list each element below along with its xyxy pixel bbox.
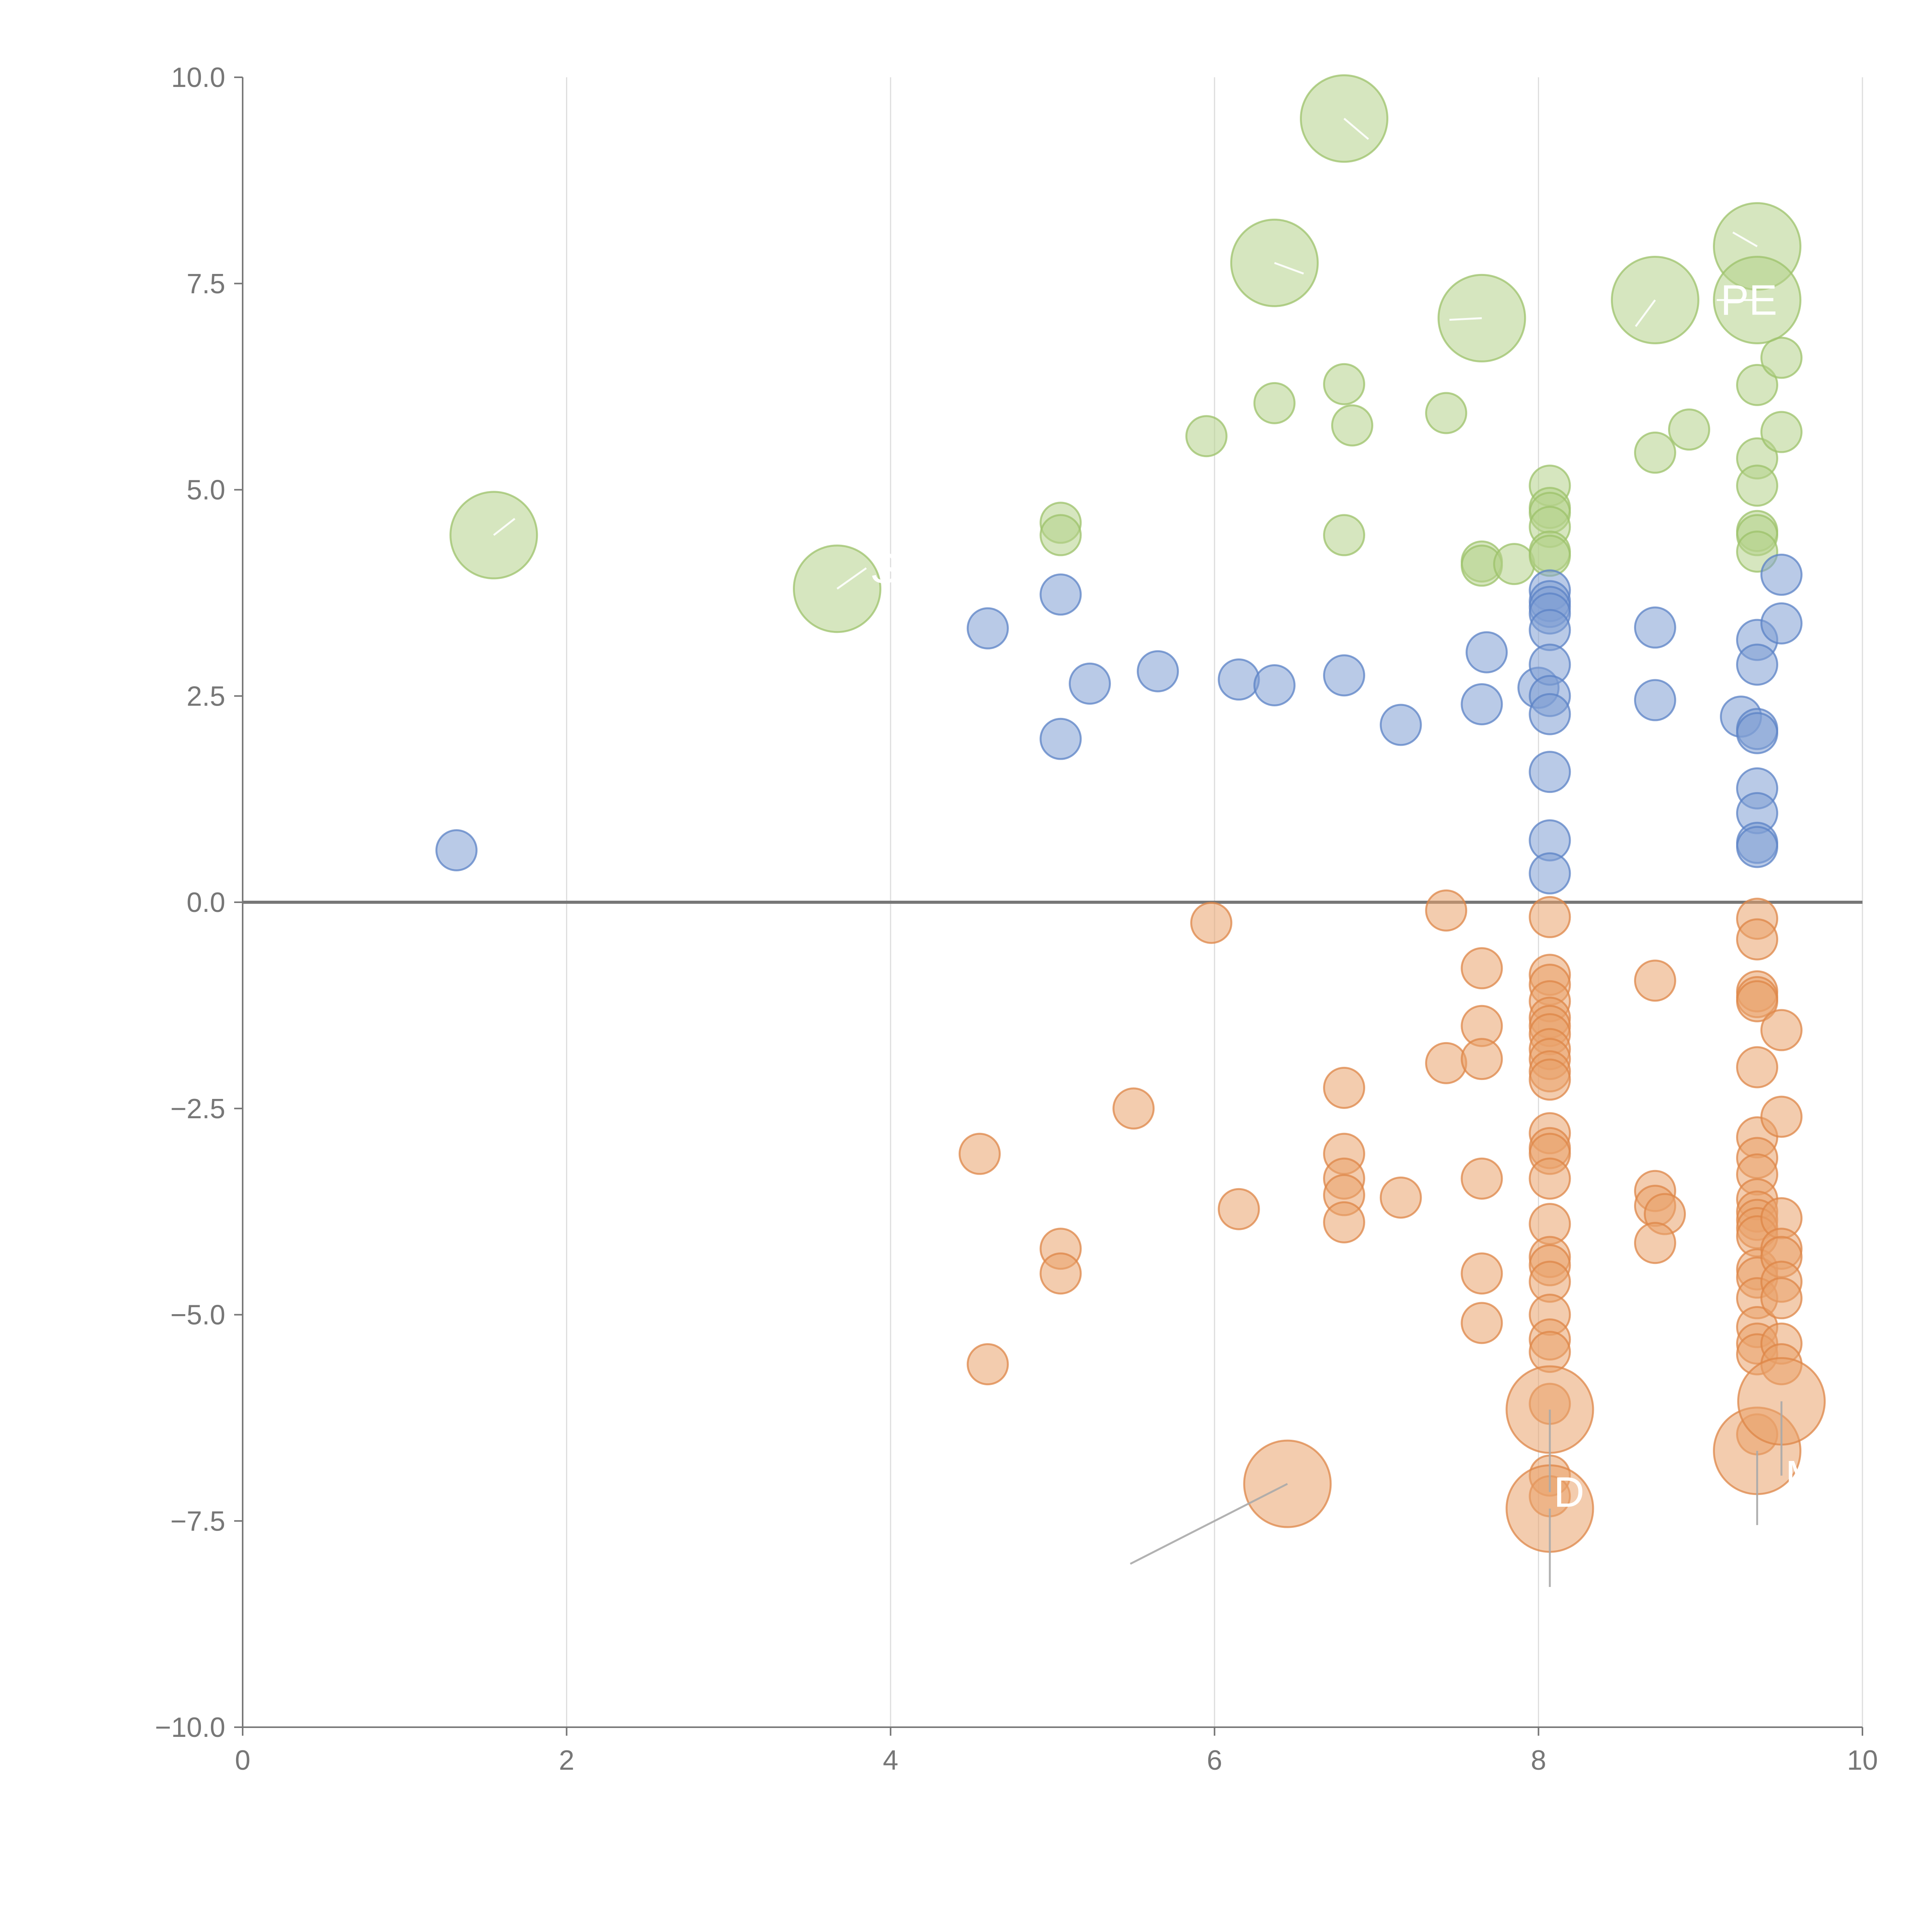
blue-point-25 <box>1634 679 1676 721</box>
orange-point-6 <box>966 1343 1009 1386</box>
orange-point-40 <box>1529 1157 1571 1200</box>
annotation-leader-3 <box>1274 262 1304 275</box>
blue-point-24 <box>1634 606 1676 649</box>
annotations: S PE D M <box>493 117 1821 1587</box>
orange-point-9 <box>1112 1087 1155 1130</box>
x-tick-label-0: 0 <box>235 1745 250 1776</box>
data-points <box>435 74 1826 1553</box>
orange-point-24 <box>1461 1252 1503 1295</box>
orange-point-5 <box>958 1133 1001 1175</box>
green-point-34 <box>1760 411 1803 453</box>
blue-point-0 <box>435 829 478 871</box>
y-tick-label-3: 2.5 <box>187 681 225 712</box>
orange-point-26 <box>1529 896 1571 938</box>
orange-point-20 <box>1461 947 1503 990</box>
green-point-11 <box>1253 382 1296 424</box>
y-tick-label-0: 10.0 <box>171 62 225 93</box>
green-point-25 <box>1634 431 1676 474</box>
orange-point-17 <box>1379 1176 1422 1219</box>
orange-point-51 <box>1634 959 1676 1002</box>
orange-point-60 <box>1736 980 1779 1022</box>
annotation-leader-2 <box>1343 117 1369 140</box>
blue-point-10 <box>1461 683 1503 726</box>
y-tick-label-1: 7.5 <box>187 269 225 299</box>
blue-point-4 <box>1068 662 1111 705</box>
blue-point-8 <box>1323 654 1366 697</box>
green-point-33 <box>1760 337 1803 379</box>
green-point-14 <box>1323 514 1366 556</box>
orange-point-36 <box>1529 1058 1571 1101</box>
orange-point-83 <box>1760 1277 1803 1320</box>
annotation-leader-6 <box>1732 231 1758 247</box>
x-tick-label-1: 2 <box>559 1745 574 1776</box>
x-tick-label-5: 10 <box>1847 1745 1878 1776</box>
orange-point-77 <box>1760 1009 1803 1051</box>
green-point-18 <box>1493 543 1536 585</box>
annotation-label-9: D <box>1554 1469 1584 1516</box>
blue-point-2 <box>1039 573 1082 616</box>
orange-point-16 <box>1323 1201 1366 1243</box>
green-point-9 <box>1039 514 1082 556</box>
green-point-12 <box>1323 363 1366 405</box>
blue-point-30 <box>1736 712 1779 754</box>
annotation-label-1: S <box>870 544 898 592</box>
green-point-15 <box>1425 392 1468 434</box>
green-point-10 <box>1185 415 1228 457</box>
x-tick-label-2: 4 <box>883 1745 898 1776</box>
orange-point-23 <box>1461 1157 1503 1200</box>
blue-point-6 <box>1218 658 1260 701</box>
blue-point-9 <box>1379 704 1422 746</box>
y-tick-label-4: 0.0 <box>187 887 225 918</box>
y-tick-label-2: 5.0 <box>187 475 225 506</box>
blue-point-20 <box>1529 693 1571 735</box>
blue-point-28 <box>1736 643 1779 686</box>
annotation-leader-4 <box>1449 317 1482 321</box>
x-axis-ticks: 0 2 4 6 8 10 <box>235 1727 1878 1776</box>
orange-point-8 <box>1039 1252 1082 1295</box>
blue-point-21 <box>1529 751 1571 793</box>
blue-point-36 <box>1760 602 1803 645</box>
blue-point-7 <box>1253 664 1296 706</box>
blue-point-23 <box>1529 852 1571 895</box>
annotation-leader-1 <box>837 567 867 590</box>
orange-point-22 <box>1461 1038 1503 1080</box>
blue-point-1 <box>966 607 1009 650</box>
orange-point-61 <box>1736 1046 1779 1088</box>
green-point-27 <box>1736 364 1779 406</box>
green-point-13 <box>1331 404 1374 447</box>
orange-point-78 <box>1760 1095 1803 1138</box>
green-point-26 <box>1668 408 1710 451</box>
blue-point-3 <box>1039 718 1082 760</box>
annotation-leader-5 <box>1635 299 1656 327</box>
orange-point-10 <box>1190 901 1233 944</box>
orange-point-57 <box>1736 918 1779 961</box>
y-axis-ticks: 10.0 7.5 5.0 2.5 0.0 −2.5 −5.0 −7.5 −10.0 <box>155 62 243 1743</box>
y-tick-label-7: −7.5 <box>170 1506 225 1537</box>
orange-point-18 <box>1425 889 1468 932</box>
y-tick-label-5: −2.5 <box>170 1094 225 1124</box>
orange-point-19 <box>1425 1042 1468 1084</box>
y-tick-label-6: −5.0 <box>170 1300 225 1331</box>
blue-point-5 <box>1136 650 1179 692</box>
annotation-leader-8 <box>1130 1483 1288 1565</box>
blue-point-11 <box>1465 631 1508 673</box>
orange-point-12 <box>1323 1066 1366 1109</box>
blue-point-35 <box>1760 553 1803 596</box>
x-tick-label-3: 6 <box>1207 1745 1222 1776</box>
annotation-label-12: M <box>1785 1452 1821 1500</box>
orange-point-11 <box>1218 1188 1260 1230</box>
annotation-label-7: PE <box>1721 276 1777 324</box>
orange-point-55 <box>1634 1222 1676 1264</box>
blue-point-34 <box>1736 826 1779 868</box>
annotation-leader-0 <box>493 518 515 536</box>
orange-point-25 <box>1461 1302 1503 1344</box>
x-tick-label-4: 8 <box>1531 1745 1546 1776</box>
green-point-29 <box>1736 464 1779 507</box>
y-tick-label-8: −10.0 <box>155 1712 225 1743</box>
